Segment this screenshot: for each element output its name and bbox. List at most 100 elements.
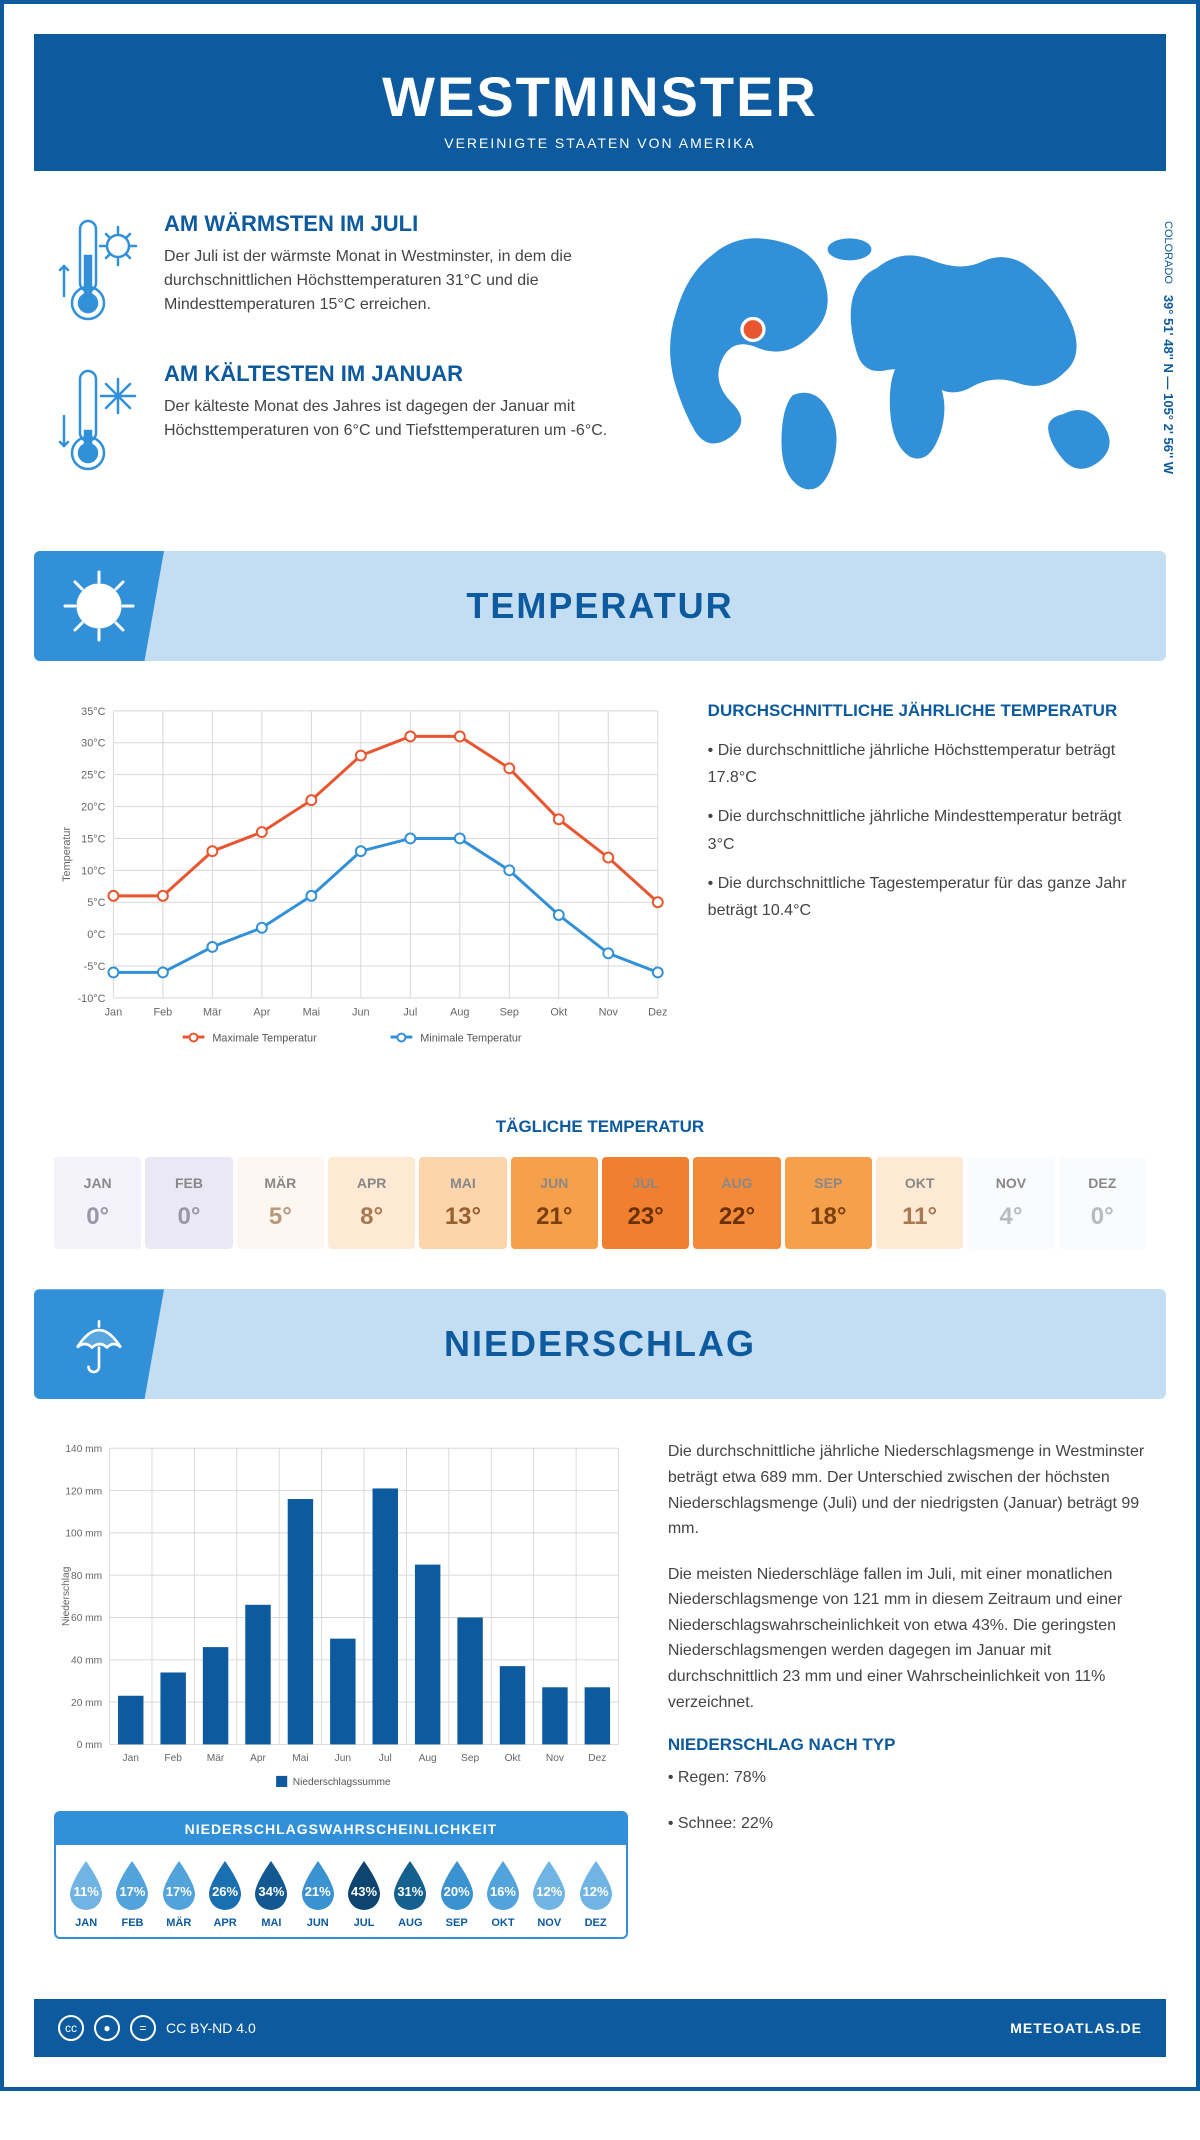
daily-month: MAI (423, 1175, 502, 1191)
precipitation-right: Die durchschnittliche jährliche Niedersc… (668, 1439, 1146, 1939)
precipitation-heading: NIEDERSCHLAG (444, 1323, 756, 1365)
raindrop-icon: 17% (158, 1859, 200, 1911)
svg-text:35°C: 35°C (81, 706, 105, 718)
svg-text:40 mm: 40 mm (71, 1656, 102, 1667)
state-label: COLORADO (1162, 221, 1174, 284)
precip-text-1: Die durchschnittliche jährliche Niedersc… (668, 1439, 1146, 1541)
svg-text:Mär: Mär (203, 1007, 222, 1019)
intro-section: AM WÄRMSTEN IM JULI Der Juli ist der wär… (4, 171, 1196, 551)
svg-text:20°C: 20°C (81, 802, 105, 814)
raindrop-icon: 21% (297, 1859, 339, 1911)
cold-fact: AM KÄLTESTEN IM JANUAR Der kälteste Mona… (54, 361, 633, 481)
daily-cell: MAI 13° (419, 1157, 506, 1249)
thermometer-cold-icon (54, 361, 144, 481)
daily-temp: 0° (1063, 1203, 1142, 1231)
prob-cell: 12%DEZ (573, 1859, 617, 1929)
sun-icon-badge (34, 551, 164, 661)
daily-temp: 23° (606, 1203, 685, 1231)
daily-cell: SEP18° (785, 1157, 872, 1249)
prob-month: FEB (110, 1917, 154, 1929)
hot-fact-title: AM WÄRMSTEN IM JULI (164, 211, 633, 237)
svg-text:120 mm: 120 mm (65, 1487, 102, 1498)
daily-temp: 13° (423, 1203, 502, 1231)
daily-cell: JUN21° (511, 1157, 598, 1249)
type-bullet: • Schnee: 22% (668, 1811, 1146, 1837)
hot-fact-body: Der Juli ist der wärmste Monat in Westmi… (164, 245, 633, 317)
coords-value: 39° 51' 48'' N — 105° 2' 56'' W (1161, 295, 1176, 474)
svg-text:Jul: Jul (403, 1007, 417, 1019)
daily-temp: 0° (58, 1203, 137, 1231)
raindrop-icon: 16% (482, 1859, 524, 1911)
daily-month: JAN (58, 1175, 137, 1191)
facts-column: AM WÄRMSTEN IM JULI Der Juli ist der wär… (54, 211, 633, 511)
svg-text:30°C: 30°C (81, 738, 105, 750)
temperature-info: DURCHSCHNITTLICHE JÄHRLICHE TEMPERATUR •… (708, 701, 1146, 1057)
hot-fact: AM WÄRMSTEN IM JULI Der Juli ist der wär… (54, 211, 633, 331)
daily-cell: DEZ 0° (1059, 1157, 1146, 1249)
svg-text:Jun: Jun (335, 1753, 351, 1764)
prob-month: APR (203, 1917, 247, 1929)
precipitation-bar-chart: 0 mm20 mm40 mm60 mm80 mm100 mm120 mm140 … (54, 1439, 628, 1791)
license-text: CC BY-ND 4.0 (166, 2020, 256, 2036)
svg-text:Feb: Feb (154, 1007, 173, 1019)
daily-temp: 18° (789, 1203, 868, 1231)
raindrop-icon: 11% (65, 1859, 107, 1911)
daily-temp: 8° (332, 1203, 411, 1231)
svg-text:Temperatur: Temperatur (61, 827, 73, 882)
daily-cell: FEB0° (145, 1157, 232, 1249)
svg-text:-5°C: -5°C (84, 961, 106, 973)
daily-temp-grid: JAN0°FEB0°MÄR5°APR8°MAI13°JUN21°JUL23°AU… (54, 1157, 1146, 1249)
precip-type-title: NIEDERSCHLAG NACH TYP (668, 1735, 1146, 1755)
temperature-content: -10°C-5°C0°C5°C10°C15°C20°C25°C30°C35°CJ… (4, 661, 1196, 1097)
svg-text:80 mm: 80 mm (71, 1571, 102, 1582)
daily-cell: MÄR5° (237, 1157, 324, 1249)
raindrop-icon: 34% (250, 1859, 292, 1911)
prob-cell: 11% JAN (64, 1859, 108, 1929)
daily-temp: 11° (880, 1203, 959, 1231)
svg-text:Niederschlag: Niederschlag (61, 1567, 72, 1626)
svg-text:Sep: Sep (461, 1753, 479, 1764)
daily-month: MÄR (241, 1175, 320, 1191)
daily-temp-title: TÄGLICHE TEMPERATUR (4, 1117, 1196, 1137)
daily-cell: JUL 23° (602, 1157, 689, 1249)
svg-text:Niederschlagssumme: Niederschlagssumme (293, 1777, 391, 1788)
daily-month: FEB (149, 1175, 228, 1191)
daily-month: JUL (606, 1175, 685, 1191)
prob-cell: 43%JUL (342, 1859, 386, 1929)
svg-text:-10°C: -10°C (78, 993, 106, 1005)
svg-text:100 mm: 100 mm (65, 1529, 102, 1540)
daily-month: DEZ (1063, 1175, 1142, 1191)
prob-month: SEP (435, 1917, 479, 1929)
location-marker (742, 319, 764, 341)
temperature-heading: TEMPERATUR (466, 585, 733, 627)
precip-text-2: Die meisten Niederschläge fallen im Juli… (668, 1562, 1146, 1716)
svg-text:Maximale Temperatur: Maximale Temperatur (212, 1032, 317, 1044)
prob-cell: 17%FEB (110, 1859, 154, 1929)
svg-text:Okt: Okt (505, 1753, 521, 1764)
svg-text:Feb: Feb (164, 1753, 182, 1764)
prob-month: MAI (249, 1917, 293, 1929)
prob-cell: 16%OKT (481, 1859, 525, 1929)
temperature-line-chart: -10°C-5°C0°C5°C10°C15°C20°C25°C30°C35°CJ… (54, 701, 668, 1057)
precipitation-content: 0 mm20 mm40 mm60 mm80 mm100 mm120 mm140 … (4, 1399, 1196, 1979)
cold-fact-text: AM KÄLTESTEN IM JANUAR Der kälteste Mona… (164, 361, 633, 481)
raindrop-icon: 12% (528, 1859, 570, 1911)
svg-text:25°C: 25°C (81, 770, 105, 782)
footer-license: cc ● = CC BY-ND 4.0 (58, 2015, 256, 2041)
svg-text:Mai: Mai (292, 1753, 308, 1764)
raindrop-icon: 31% (389, 1859, 431, 1911)
daily-month: APR (332, 1175, 411, 1191)
umbrella-icon-badge (34, 1289, 164, 1399)
daily-cell: NOV4° (967, 1157, 1054, 1249)
svg-text:Aug: Aug (450, 1007, 469, 1019)
daily-temp: 22° (697, 1203, 776, 1231)
raindrop-icon: 20% (436, 1859, 478, 1911)
daily-month: AUG (697, 1175, 776, 1191)
prob-month: JAN (64, 1917, 108, 1929)
svg-text:140 mm: 140 mm (65, 1444, 102, 1455)
svg-text:Nov: Nov (599, 1007, 619, 1019)
world-map (663, 211, 1146, 496)
svg-text:Okt: Okt (550, 1007, 567, 1019)
header-banner: WESTMINSTER VEREINIGTE STAATEN VON AMERI… (34, 34, 1166, 171)
svg-text:Mai: Mai (303, 1007, 321, 1019)
